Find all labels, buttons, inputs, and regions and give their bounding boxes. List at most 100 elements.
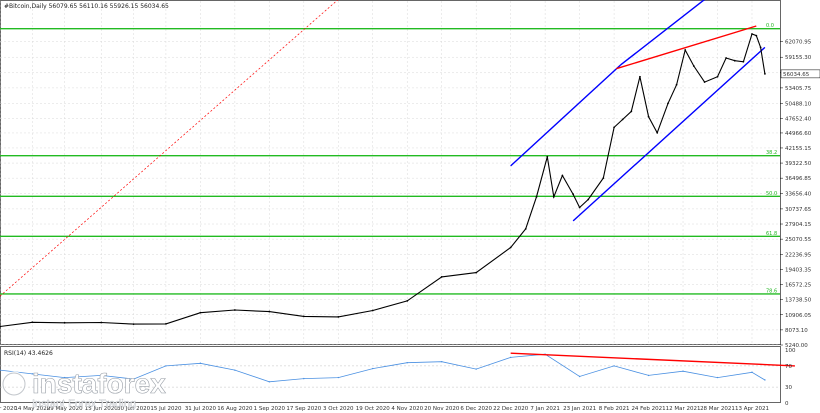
y-tick-label: 8073.10	[785, 328, 808, 334]
y-tick-label: 47652.40	[785, 117, 812, 123]
price-point	[165, 322, 167, 325]
dashed-trendline	[0, 0, 339, 297]
price-point	[199, 311, 202, 314]
trendlines	[0, 0, 766, 297]
price-point	[100, 321, 103, 324]
price-point	[578, 206, 581, 209]
x-tick-label: 3 Oct 2020	[323, 406, 354, 412]
y-tick-label: 50488.10	[785, 101, 812, 107]
y-tick-label: 42155.15	[785, 146, 812, 152]
price-point	[31, 321, 34, 324]
price-point	[759, 46, 762, 49]
y-tick-label: 22236.95	[785, 252, 812, 258]
fib-level-label: 61.8	[766, 231, 777, 237]
channel-line	[510, 64, 622, 167]
rsi-point	[63, 376, 66, 379]
rsi-point	[165, 365, 167, 367]
price-point	[440, 275, 443, 278]
rsi-panel-frame	[0, 346, 781, 403]
x-tick-label: 15 Jul 2020	[150, 406, 182, 412]
rsi-point	[100, 374, 102, 377]
price-point	[751, 33, 753, 35]
x-tick-label: 20 Nov 2020	[424, 406, 460, 412]
rsi-point	[716, 376, 719, 379]
x-tick-label: 22 Dec 2020	[493, 406, 529, 412]
price-point	[233, 309, 236, 311]
rsi-tick-label: 100	[785, 348, 796, 354]
chart-title: #Bitcoin,Daily 56079.65 56110.16 55926.1…	[4, 3, 169, 10]
last-price-label: 56034.65	[783, 72, 810, 78]
price-point	[535, 195, 538, 198]
x-tick-label: 7 Jan 2021	[530, 406, 559, 412]
price-point	[337, 316, 340, 318]
rsi-panel	[0, 352, 795, 388]
channel-line	[572, 46, 766, 222]
x-tick-label: 6 Dec 2020	[460, 406, 492, 412]
x-tick-label: 29 Apr 2020	[0, 406, 18, 412]
price-point	[667, 102, 669, 105]
y-tick-label: 39322.50	[785, 161, 812, 167]
price-point	[268, 310, 271, 313]
price-point	[733, 59, 736, 62]
rsi-tick-label: 0	[785, 401, 789, 407]
grid	[0, 0, 781, 403]
rsi-point	[509, 356, 512, 359]
y-tick-label: 19403.35	[785, 267, 812, 273]
rsi-point	[475, 368, 477, 370]
resistance-line	[616, 25, 757, 70]
price-point	[302, 315, 305, 318]
price-point	[546, 155, 549, 158]
price-point	[63, 321, 66, 324]
fib-level-label: 0.0	[766, 23, 774, 29]
price-point	[524, 227, 527, 230]
rsi-point	[613, 365, 615, 367]
price-point	[764, 72, 766, 75]
rsi-title: RSI(14) 43.4626	[4, 350, 53, 357]
x-tick-label: 15 Jun 2020	[85, 406, 119, 412]
price-point	[613, 126, 615, 129]
price-point	[587, 198, 590, 201]
rsi-tick-label: 30	[785, 385, 792, 391]
rsi-point	[441, 360, 443, 363]
channel-line	[620, 0, 706, 66]
x-tick-label: 1 Sep 2020	[254, 406, 286, 412]
y-tick-label: 16572.25	[785, 283, 812, 289]
watermark-logo-ring	[2, 372, 26, 396]
rsi-tick-label: 70	[785, 364, 792, 370]
x-tick-label: 14 May 2020	[14, 406, 50, 412]
price-series	[0, 33, 766, 328]
price-point	[675, 83, 678, 86]
y-tick-label: 30737.65	[785, 207, 812, 213]
price-point	[621, 118, 624, 121]
y-tick-label: 44966.60	[785, 131, 812, 137]
x-tick-label: 30 Jun 2020	[117, 406, 151, 412]
rsi-point	[0, 369, 1, 371]
fib-level-label: 78.6	[766, 288, 777, 294]
x-tick-label: 28 Mar 2021	[700, 406, 735, 412]
price-point	[132, 323, 135, 326]
price-point	[703, 81, 706, 83]
rsi-line	[0, 353, 766, 383]
rsi-divergence-line	[510, 352, 795, 367]
y-tick-label: 27904.15	[785, 222, 812, 228]
rsi-point	[234, 369, 236, 371]
x-tick-label: 31 Jul 2020	[185, 406, 217, 412]
fib-level-label: 50.0	[766, 191, 777, 197]
rsi-point	[764, 379, 766, 381]
y-tick-label: 33656.40	[785, 191, 812, 197]
x-tick-label: 24 Feb 2021	[631, 406, 665, 412]
x-tick-label: 19 Oct 2020	[356, 406, 391, 412]
rsi-point	[372, 367, 374, 370]
rsi-point	[303, 377, 305, 380]
price-line	[0, 33, 766, 328]
y-tick-label: 62070.95	[785, 40, 812, 46]
x-tick-label: 12 Mar 2021	[666, 406, 701, 412]
price-point	[561, 174, 564, 177]
price-point	[630, 110, 633, 113]
rsi-point	[578, 375, 581, 378]
price-point	[684, 49, 687, 51]
x-tick-label: 4 Nov 2020	[391, 406, 423, 412]
